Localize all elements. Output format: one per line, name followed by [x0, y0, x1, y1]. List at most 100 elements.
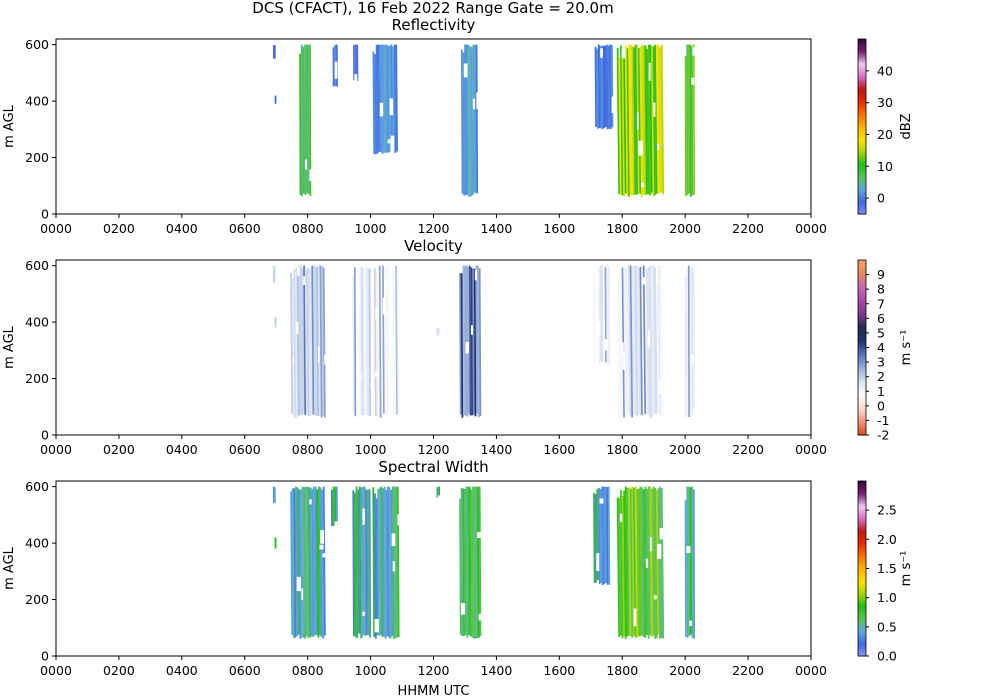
colorbar-tick-label: 7: [877, 296, 885, 311]
echo-gap: [297, 267, 300, 276]
y-tick-label: 600: [25, 479, 49, 494]
x-tick-label: 1000: [355, 221, 387, 236]
x-axis-label: HHMM UTC: [398, 684, 470, 699]
echo-gap: [476, 92, 478, 108]
echo-gap: [686, 546, 690, 553]
echo-gap: [375, 619, 379, 632]
echo-gap: [309, 499, 312, 504]
echo-gap: [380, 103, 383, 117]
colorbar-tick-label: 1.5: [877, 561, 897, 576]
plot-frame: [56, 481, 811, 656]
y-tick-label: 200: [25, 150, 49, 165]
echo-strip: [274, 266, 276, 283]
echo-gap: [471, 325, 473, 335]
echo-gap: [461, 603, 465, 615]
echo-strip: [273, 487, 275, 504]
echo-band: [273, 487, 276, 504]
echo-gap: [397, 514, 400, 525]
colorbar-tick-label: 2: [877, 369, 885, 384]
panel-reflectivity: Reflectivity0000 0200 0400 0600 0800 1000 1200…: [2, 16, 914, 236]
echo-band: [353, 45, 358, 86]
echo-strip: [693, 270, 695, 414]
x-tick-label: 1400: [481, 221, 513, 236]
x-tick-label: 1800: [606, 442, 638, 457]
echo-gap: [390, 136, 394, 154]
echo-band: [290, 487, 326, 639]
echo-strip: [275, 95, 277, 103]
echo-gap: [689, 621, 691, 627]
colorbar: -2-10123456789m s⁻¹: [858, 260, 914, 443]
x-tick-label: 0000: [40, 663, 72, 678]
echo-gap: [393, 561, 395, 571]
echo-gap: [388, 139, 390, 143]
y-tick-label: 0: [41, 649, 49, 664]
colorbar-tick-label: 2.0: [877, 532, 897, 547]
y-tick-label: 400: [25, 315, 49, 330]
x-tick-label: 0000: [40, 221, 72, 236]
echo-gap: [438, 495, 440, 500]
x-tick-label: 0800: [292, 442, 324, 457]
x-tick-label: 0200: [103, 663, 135, 678]
x-tick-label: 0400: [166, 663, 198, 678]
echo-band: [372, 266, 399, 418]
echo-strip: [336, 487, 338, 526]
echo-gap: [648, 330, 650, 348]
colorbar-tick-label: 2.5: [877, 503, 897, 518]
echo-band: [461, 45, 478, 197]
y-tick-label: 400: [25, 94, 49, 109]
echo-gap: [612, 127, 614, 137]
echo-gap: [657, 268, 659, 285]
x-tick-label: 1000: [355, 442, 387, 457]
echo-gap: [320, 545, 324, 549]
colorbar-tick-label: 9: [877, 267, 885, 282]
echo-gap: [392, 533, 396, 546]
x-tick-label: 0600: [229, 663, 261, 678]
echo-gap: [475, 270, 477, 281]
echo-gap: [600, 499, 604, 504]
x-tick-label: 0400: [166, 442, 198, 457]
x-tick-label: 0000: [795, 442, 827, 457]
echo-gap: [637, 112, 639, 129]
echo-gap: [303, 276, 305, 285]
colorbar-tick-label: 1.0: [877, 590, 897, 605]
x-tick-label: 1200: [418, 442, 450, 457]
echo-gap: [293, 357, 295, 366]
colorbar-tick-label: 0: [877, 398, 885, 413]
x-tick-label: 1800: [606, 663, 638, 678]
colorbar-tick-label: -1: [877, 413, 889, 428]
echo-strip: [275, 538, 277, 549]
x-tick-label: 2000: [669, 663, 701, 678]
x-tick-label: 1400: [481, 663, 513, 678]
x-tick-label: 0200: [103, 442, 135, 457]
echo-band: [372, 45, 398, 155]
x-tick-label: 1200: [418, 663, 450, 678]
panel-title: Reflectivity: [392, 16, 476, 34]
echo-band: [685, 266, 695, 421]
echo-gap: [638, 141, 642, 156]
colorbar-tick-label: 0: [877, 191, 885, 206]
echo-strip: [693, 489, 695, 638]
echo-strip: [274, 45, 276, 59]
echo-gap: [297, 577, 301, 591]
echo-gap: [479, 614, 482, 621]
x-tick-label: 2200: [732, 663, 764, 678]
panel-velocity: Velocity0000 0200 0400 0600 0800 1000 1200 1400…: [2, 237, 914, 457]
echo-gap: [354, 74, 357, 86]
echo-band: [273, 45, 276, 59]
echo-band: [595, 45, 615, 137]
colorbar-tick-label: -2: [877, 428, 889, 443]
echo-band: [290, 266, 328, 418]
echo-gap: [464, 63, 468, 77]
echo-gap: [657, 144, 659, 150]
x-tick-label: 0200: [103, 221, 135, 236]
echo-gap: [596, 553, 599, 571]
echo-band: [352, 487, 371, 639]
echo-strip: [275, 317, 277, 328]
echo-band: [436, 487, 440, 500]
colorbar-tick-label: 0.5: [877, 619, 897, 634]
colorbar-step: [858, 39, 866, 42]
echo-strip: [273, 266, 275, 282]
colorbar: 0.00.51.01.52.02.5m s⁻¹: [858, 481, 914, 664]
echo-band: [617, 487, 664, 639]
colorbar-label: m s⁻¹: [899, 551, 914, 587]
